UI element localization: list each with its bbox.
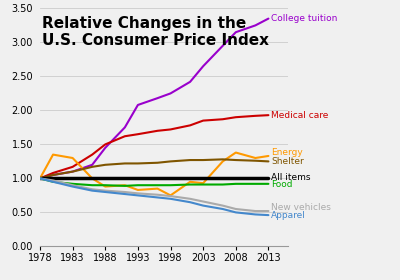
Text: College tuition: College tuition — [271, 14, 338, 23]
Text: All items: All items — [271, 172, 310, 181]
Text: Shelter: Shelter — [271, 157, 304, 166]
Text: Energy: Energy — [271, 148, 303, 157]
Text: Relative Changes in the
U.S. Consumer Price Index: Relative Changes in the U.S. Consumer Pr… — [42, 16, 270, 48]
Text: Medical care: Medical care — [271, 111, 328, 120]
Text: Apparel: Apparel — [271, 211, 306, 220]
Text: New vehicles: New vehicles — [271, 203, 331, 212]
Text: Food: Food — [271, 180, 292, 189]
